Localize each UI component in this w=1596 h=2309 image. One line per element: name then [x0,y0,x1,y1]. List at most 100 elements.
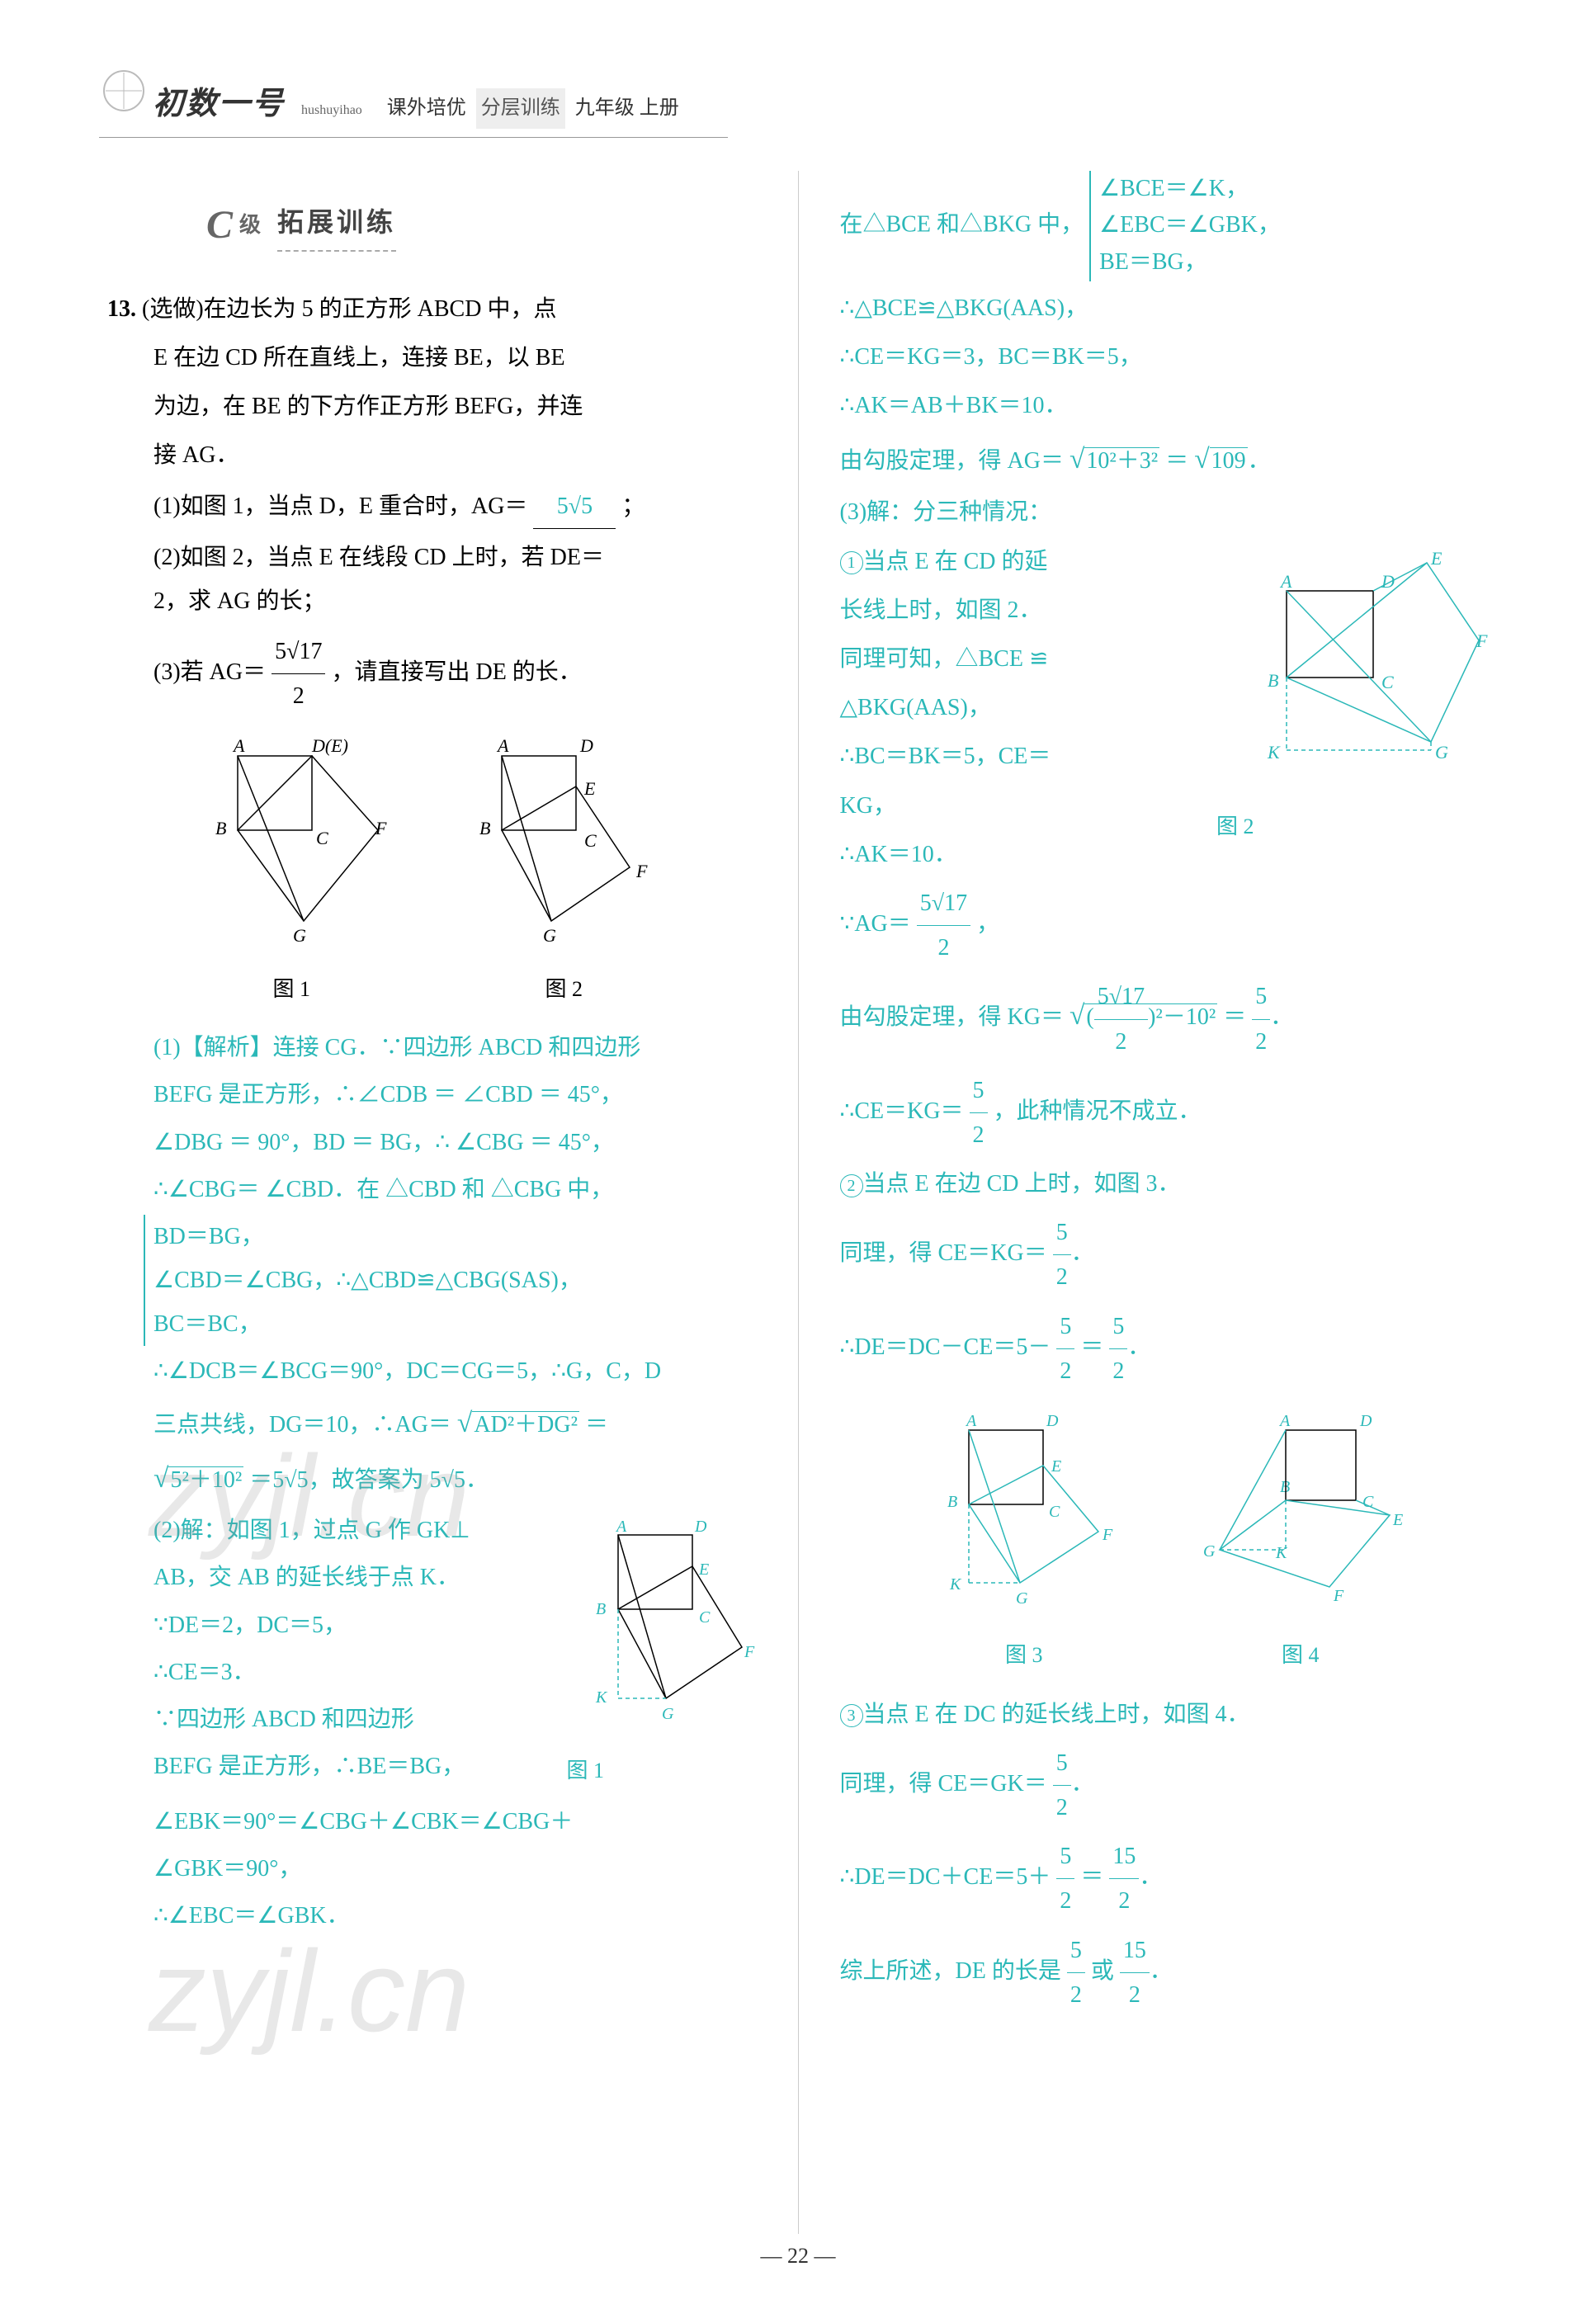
figures-row-34: A D E B C F G K 图 3 A [840,1409,1490,1676]
right-column: 在△BCE 和△BKG 中， ∠BCE＝∠K， ∠EBC＝∠GBK， BE＝BG… [832,171,1498,2234]
sub3-text-a: (3)若 AG＝ [153,659,266,685]
figure-3: A D E B C F G K 图 3 [921,1409,1127,1676]
sol1-l5: ∴∠DCB＝∠BCG＝90°，DC＝CG＝5，∴G，C，D [153,1349,757,1393]
page-num-value: 22 [787,2244,809,2268]
c3-l2a: 同理，得 CE＝GK＝ [840,1771,1047,1797]
case1-mark: 1 [840,551,863,574]
svg-text:G: G [1016,1589,1028,1608]
svg-text:C: C [699,1608,711,1627]
sub2-line1: (2)如图 2，当点 E 在线段 CD 上时，若 DE＝ [153,545,604,570]
r2: ∴CE＝KG＝3，BC＝BK＝5， [840,335,1490,379]
sol1-l4: ∴∠CBG＝ ∠CBD．在 △CBD 和 △CBG 中， [153,1168,757,1211]
svg-text:A: A [232,735,245,756]
concl-a: 综上所述，DE 的长是 [840,1958,1061,1984]
answer-figure-2: A D E B C F G K 图 2 [1216,548,1489,848]
page-header: 初数一号 hushuyihao 课外培优 分层训练 九年级 上册 [99,66,728,138]
sol1-l1: (1)【解析】连接 CG．∵四边形 ABCD 和四边形 [153,1026,757,1070]
svg-text:E: E [583,778,596,799]
header-grade: 九年级 上册 [575,90,679,128]
header-pinyin: hushuyihao [301,98,362,123]
problem-tag: (选做) [142,296,204,322]
c1-l1: 当点 E 在 CD 的延 [863,549,1048,574]
svg-text:A: A [965,1412,977,1430]
svg-text:E: E [1392,1511,1403,1529]
svg-text:G: G [1203,1542,1216,1561]
svg-text:K: K [595,1688,608,1707]
brace-r2: ∠EBC＝∠GBK， [1099,212,1281,238]
c1-res-num: 5 [1252,975,1270,1019]
svg-text:F: F [1476,630,1488,651]
svg-text:F: F [744,1643,755,1661]
sub3-text-b: ，请直接写出 DE 的长． [331,659,581,685]
sol2-l14: ∠GBK＝90°， [153,1847,757,1891]
concl-or: 或 [1091,1958,1114,1984]
svg-text:D: D [694,1518,707,1536]
fig4-caption: 图 4 [1193,1635,1408,1675]
brace-l1: BD＝BG， [153,1224,264,1249]
svg-text:B: B [947,1493,957,1511]
sub2-line2: 2，求 AG 的长； [153,588,325,614]
problem-line1: 在边长为 5 的正方形 ABCD 中，点 [204,296,557,322]
figure-1: A D(E) B C F G 图 1 [192,735,390,1010]
r4a: 由勾股定理，得 AG＝ [840,448,1064,474]
svg-text:E: E [1430,548,1443,569]
svg-text:G: G [662,1705,674,1723]
c1-l10a: ∴CE＝KG＝ [840,1098,964,1124]
logo-icon [99,66,149,116]
svg-text:A: A [615,1518,627,1536]
c3-res-den: 2 [1109,1879,1139,1923]
svg-text:D: D [1046,1412,1059,1430]
svg-text:B: B [1280,1478,1290,1496]
figures-row-1: A D(E) B C F G 图 1 A D E B [107,735,757,1010]
content-columns: C 级 拓展训练 13. (选做)在边长为 5 的正方形 ABCD 中，点 E … [99,171,1497,2234]
c2-l2a: 同理，得 CE＝KG＝ [840,1240,1047,1266]
c2-eq: ＝ [1080,1334,1103,1360]
r1: ∴△BCE≌△BKG(AAS)， [840,286,1490,330]
c1-l10b: ，此种情况不成立． [994,1098,1202,1124]
sol2-l13: ∠EBK＝90°＝∠CBG＋∠CBK＝∠CBG＋ [153,1800,757,1844]
problem-line3: 为边，在 BE 的下方作正方形 BEFG，并连 [107,385,757,428]
svg-text:C: C [1049,1503,1060,1521]
header-subtitle1: 课外培优 [387,90,466,128]
brace-l2: ∠CBD＝∠CBG，∴△CBD≌△CBG(SAS)， [153,1268,582,1293]
case2-mark: 2 [840,1174,863,1197]
sol1-l3: ∠DBG ＝ 90°，BD ＝ BG，∴ ∠CBG ＝ 45°， [153,1121,757,1164]
svg-text:B: B [215,818,226,838]
c2-l3a: ∴DE＝DC－CE＝5－ [840,1334,1051,1360]
problem-number: 13. [107,296,136,322]
svg-text:C: C [584,830,597,851]
svg-text:C: C [1381,672,1394,692]
svg-text:G: G [293,925,306,946]
problem-line2: E 在边 CD 所在直线上，连接 BE，以 BE [107,336,757,380]
svg-text:B: B [479,818,490,838]
figure-4: A D B C E F G K 图 4 [1193,1409,1408,1676]
svg-text:D: D [579,735,593,756]
header-title: 初数一号 [153,74,285,134]
r3: ∴AK＝AB＋BK＝10． [840,384,1490,427]
sol1-l2: BEFG 是正方形，∴∠CDB ＝ ∠CBD ＝ 45°， [153,1073,757,1117]
badge-title: 拓展训练 [277,197,396,252]
svg-text:E: E [1051,1457,1061,1476]
sub1-answer-blank: 5√5 [533,484,616,529]
r5: (3)解：分三种情况： [840,490,1490,534]
r4b: ＝ [1165,448,1188,474]
sol1-l6a: 三点共线，DG＝10，∴AG＝ [153,1412,451,1438]
brace-r3: BE＝BG， [1099,249,1207,275]
svg-text:K: K [949,1575,962,1594]
svg-text:F: F [1333,1587,1344,1605]
svg-text:K: K [1267,742,1281,763]
brace-r1: ∠BCE＝∠K， [1099,176,1249,201]
sub3-frac-num: 5√17 [272,630,325,674]
c1-l9b: ＝ [1223,1004,1246,1030]
svg-text:C: C [1362,1493,1374,1511]
problem-13: 13. (选做)在边长为 5 的正方形 ABCD 中，点 E 在边 CD 所在直… [107,287,757,478]
c1-res-den: 2 [1252,1020,1270,1064]
sub3-frac-den: 2 [272,674,325,718]
ans-fig1-caption: 图 1 [567,1750,757,1791]
answer-figure-1: A D E B C F G K 图 1 [567,1517,757,1792]
c1-l9a: 由勾股定理，得 KG＝ [840,1004,1064,1030]
c3-l3a: ∴DE＝DC＋CE＝5＋ [840,1864,1051,1890]
solution-1: (1)【解析】连接 CG．∵四边形 ABCD 和四边形 BEFG 是正方形，∴∠… [107,1026,757,1938]
c1-frac-den: 2 [917,926,970,970]
svg-text:G: G [543,925,556,946]
